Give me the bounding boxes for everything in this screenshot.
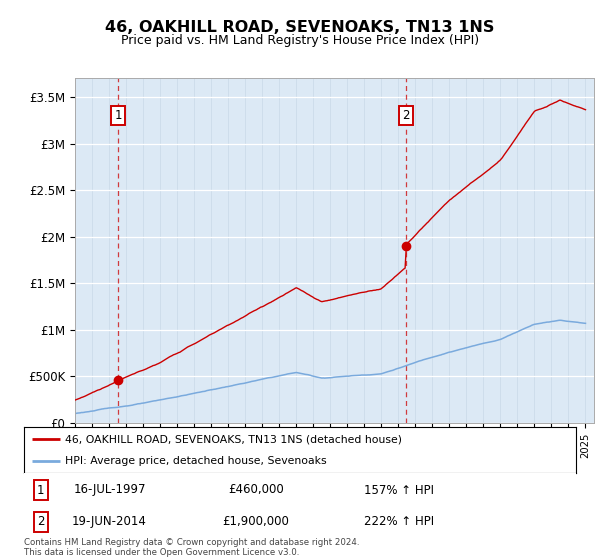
Text: 1: 1 xyxy=(37,483,44,497)
Text: £1,900,000: £1,900,000 xyxy=(223,515,289,529)
Text: 46, OAKHILL ROAD, SEVENOAKS, TN13 1NS (detached house): 46, OAKHILL ROAD, SEVENOAKS, TN13 1NS (d… xyxy=(65,434,403,444)
Text: 2: 2 xyxy=(403,109,410,122)
Text: £460,000: £460,000 xyxy=(228,483,284,497)
Text: 46, OAKHILL ROAD, SEVENOAKS, TN13 1NS: 46, OAKHILL ROAD, SEVENOAKS, TN13 1NS xyxy=(106,20,494,35)
Text: 222% ↑ HPI: 222% ↑ HPI xyxy=(364,515,434,529)
Text: 2: 2 xyxy=(37,515,44,529)
Text: Price paid vs. HM Land Registry's House Price Index (HPI): Price paid vs. HM Land Registry's House … xyxy=(121,34,479,46)
Text: Contains HM Land Registry data © Crown copyright and database right 2024.
This d: Contains HM Land Registry data © Crown c… xyxy=(24,538,359,557)
Text: 16-JUL-1997: 16-JUL-1997 xyxy=(73,483,146,497)
Text: 19-JUN-2014: 19-JUN-2014 xyxy=(72,515,147,529)
Text: 1: 1 xyxy=(115,109,122,122)
Text: HPI: Average price, detached house, Sevenoaks: HPI: Average price, detached house, Seve… xyxy=(65,456,327,466)
Text: 157% ↑ HPI: 157% ↑ HPI xyxy=(364,483,434,497)
